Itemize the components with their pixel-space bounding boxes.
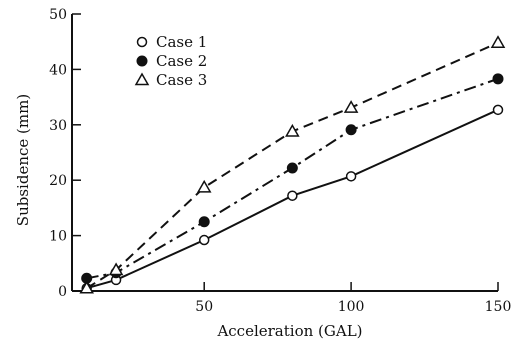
x-axis-label: Acceleration (GAL): [216, 322, 362, 340]
y-tick-label: 0: [58, 284, 67, 300]
series-3: [79, 35, 506, 294]
axes: [71, 14, 498, 292]
data-point: [198, 216, 210, 228]
legend-label: Case 1: [156, 33, 207, 51]
x-tick-label: 150: [485, 299, 512, 315]
data-point: [198, 234, 210, 246]
y-axis-label: Subsidence (mm): [14, 94, 32, 226]
x-tick-label: 100: [338, 299, 365, 315]
x-tick-label: 50: [195, 299, 213, 315]
legend-item: Case 2: [136, 52, 207, 70]
data-point: [492, 73, 504, 85]
series-line: [86, 77, 499, 280]
data-point: [343, 100, 359, 113]
legend-item: Case 3: [134, 71, 207, 89]
legend-label: Case 2: [156, 52, 207, 70]
y-tick-label: 50: [49, 7, 67, 23]
y-tick-label: 30: [49, 118, 67, 134]
ticks: 0 10 20 30 40 50 50 100 150: [49, 7, 511, 315]
legend-label: Case 3: [156, 71, 207, 89]
data-point: [287, 190, 298, 201]
series-2: [81, 73, 504, 284]
legend-marker: [136, 36, 148, 48]
y-tick-label: 40: [49, 62, 67, 78]
data-point: [345, 171, 357, 182]
y-tick-label: 20: [49, 173, 67, 189]
data-point: [196, 179, 212, 193]
data-point: [345, 124, 357, 136]
legend-item: Case 1: [136, 33, 207, 51]
series-layer: [79, 35, 506, 294]
data-point: [285, 123, 300, 137]
data-point: [492, 104, 504, 116]
legend-marker: [136, 55, 148, 67]
data-point: [490, 35, 506, 49]
y-tick-label: 10: [49, 229, 67, 245]
legend-marker: [134, 72, 150, 86]
data-point: [79, 280, 94, 294]
data-point: [108, 262, 124, 276]
data-point: [286, 162, 298, 174]
